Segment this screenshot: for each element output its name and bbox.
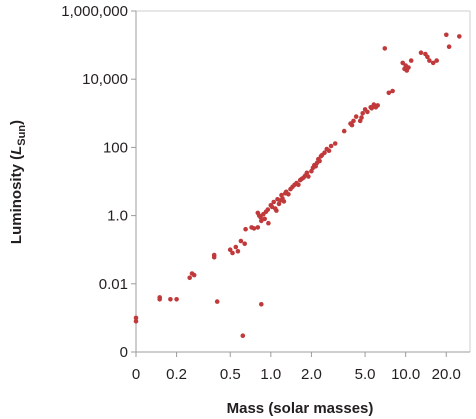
y-tick-label: 0 xyxy=(120,344,128,361)
x-tick-label: 20.0 xyxy=(432,366,461,383)
data-point xyxy=(425,54,430,60)
data-point xyxy=(390,88,395,94)
data-point xyxy=(304,170,310,176)
data-point xyxy=(133,318,139,324)
data-point xyxy=(406,65,411,70)
data-point xyxy=(251,226,257,231)
data-point xyxy=(360,111,366,116)
x-axis-label: Mass (solar masses) xyxy=(227,400,374,417)
data-point xyxy=(230,250,235,256)
data-point xyxy=(242,241,247,246)
data-point xyxy=(286,192,291,197)
x-tick-label: 10.0 xyxy=(391,366,420,383)
y-tick-label: 100 xyxy=(103,139,128,156)
data-point xyxy=(408,58,414,63)
data-point xyxy=(322,150,327,155)
x-tick-label: 5.0 xyxy=(355,366,376,383)
plot-frame xyxy=(135,10,471,353)
y-axis-label-prefix: Luminosity ( xyxy=(8,155,25,244)
data-point xyxy=(235,249,241,254)
data-point xyxy=(157,297,162,302)
data-point xyxy=(306,174,311,179)
data-point xyxy=(386,90,392,96)
data-point xyxy=(240,333,246,339)
data-point xyxy=(187,275,192,281)
data-point xyxy=(418,50,424,55)
data-point xyxy=(233,244,239,250)
data-point xyxy=(317,158,322,164)
x-tick-label: 0 xyxy=(132,366,140,383)
data-point xyxy=(353,114,359,119)
y-axis-label-var: L xyxy=(8,146,25,155)
data-point xyxy=(191,272,197,278)
data-point xyxy=(258,214,263,220)
data-point xyxy=(427,58,432,63)
data-point xyxy=(243,226,248,232)
data-point xyxy=(259,302,264,307)
data-point xyxy=(430,60,436,66)
data-point xyxy=(168,297,173,302)
data-point xyxy=(265,207,271,212)
data-point xyxy=(375,103,381,108)
y-axis-label-suffix: ) xyxy=(8,120,25,125)
data-point xyxy=(382,46,388,51)
x-axis-ticks: 0 0.2 0.5 1.0 2.0 5.0 10.0 20.0 xyxy=(132,352,461,383)
data-point xyxy=(434,58,440,63)
y-axis-label-sub: Sun xyxy=(16,125,28,146)
x-tick-label: 0.2 xyxy=(166,366,187,383)
data-point xyxy=(446,44,452,49)
data-point xyxy=(400,60,406,66)
data-point xyxy=(174,297,179,302)
data-point xyxy=(255,225,261,230)
data-point xyxy=(276,201,282,207)
data-point xyxy=(227,247,233,252)
data-point xyxy=(274,208,279,213)
data-point xyxy=(365,109,370,115)
data-point xyxy=(281,199,287,204)
data-point xyxy=(351,118,356,124)
y-tick-label: 10,000 xyxy=(82,71,128,88)
data-point xyxy=(359,115,364,120)
y-tick-label: 0.01 xyxy=(99,276,128,293)
data-point xyxy=(214,299,220,304)
x-tick-label: 1.0 xyxy=(260,366,281,383)
x-tick-label: 0.5 xyxy=(220,366,241,383)
data-point xyxy=(133,315,139,321)
data-point xyxy=(341,128,347,134)
data-point xyxy=(369,106,375,111)
data-point xyxy=(457,34,462,39)
data-point xyxy=(238,238,244,244)
data-points xyxy=(133,32,462,339)
x-tick-label: 2.0 xyxy=(301,366,322,383)
y-tick-label: 1.0 xyxy=(107,208,128,225)
data-point xyxy=(271,199,277,205)
data-point xyxy=(266,220,271,226)
data-point xyxy=(328,143,334,149)
data-point xyxy=(444,32,449,38)
y-tick-label: 1,000,000 xyxy=(61,3,128,20)
data-point xyxy=(211,252,217,258)
data-point xyxy=(332,141,338,146)
data-point xyxy=(259,218,264,224)
y-axis-label: Luminosity (LSun) xyxy=(8,120,28,244)
data-point xyxy=(296,182,301,188)
y-axis-ticks: 0 0.01 1.0 100 10,000 1,000,000 xyxy=(61,3,136,361)
data-point xyxy=(326,148,332,153)
data-point xyxy=(262,216,268,222)
data-point xyxy=(349,122,355,128)
